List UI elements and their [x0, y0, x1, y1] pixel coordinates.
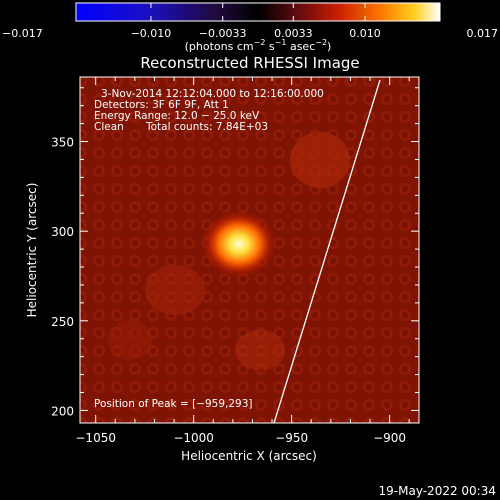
y-axis-label: Heliocentric Y (arcsec)	[25, 183, 39, 318]
colorbar-tick-label: 0.017	[467, 27, 499, 40]
annotation-method: Clean	[94, 121, 124, 133]
y-tick-label: 200	[51, 404, 74, 418]
y-axis-ticks: 200 250 300 350	[51, 87, 419, 418]
flare-source	[201, 210, 277, 278]
annotation-total-counts: Total counts: 7.84E+03	[145, 121, 268, 133]
annotation-peak-position: Position of Peak = [−959,293]	[94, 398, 253, 410]
x-tick-label: −900	[373, 431, 406, 445]
colorbar-tick-label: −0.017	[2, 27, 43, 40]
x-tick-label: −1050	[75, 431, 116, 445]
x-tick-label: −950	[275, 431, 308, 445]
colorbar: −0.017 −0.010 −0.0033 0.0033 0.010 0.017 (pho…	[2, 2, 498, 53]
solar-limb	[273, 79, 381, 423]
colorbar-tick-label: 0.010	[349, 27, 381, 40]
colorbar-tick-label: 0.0033	[274, 27, 313, 40]
plot-title: Reconstructed RHESSI Image	[140, 54, 359, 72]
colorbar-gradient	[75, 2, 441, 22]
colorbar-units-label: (photons cm−2 s−1 asec−2)	[185, 38, 332, 53]
x-axis-label: Heliocentric X (arcsec)	[181, 449, 317, 463]
timestamp: 19-May-2022 00:34	[379, 484, 496, 498]
plot-frame	[79, 76, 420, 424]
x-tick-label: −1000	[173, 431, 214, 445]
y-tick-label: 300	[51, 225, 74, 239]
annotation-detectors: Detectors: 3F 6F 9F, Att 1	[94, 99, 229, 111]
annotation-energy-range: Energy Range: 12.0 − 25.0 keV	[94, 110, 260, 122]
colorbar-tick-label: −0.010	[131, 27, 172, 40]
annotation-time-range: 3-Nov-2014 12:12:04.000 to 12:16:00.000	[101, 88, 324, 100]
colorbar-tick-label: −0.0033	[199, 27, 247, 40]
rhessi-image	[80, 77, 419, 423]
colorbar-ticks: −0.017 −0.010 −0.0033 0.0033 0.010 0.017	[2, 3, 498, 40]
y-tick-label: 350	[51, 136, 74, 150]
x-axis-ticks: −1050 −1000 −950 −900	[75, 77, 410, 445]
y-tick-label: 250	[51, 315, 74, 329]
